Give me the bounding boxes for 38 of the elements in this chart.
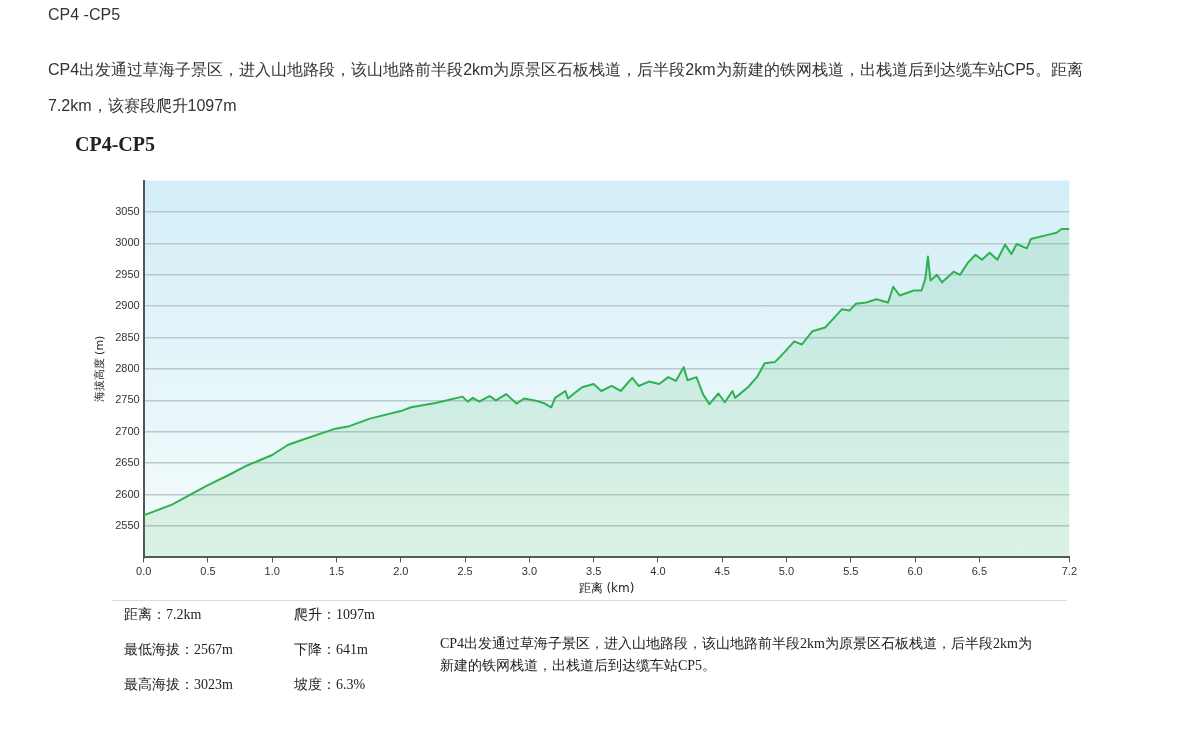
x-tick-label: 1.5 [328, 565, 345, 578]
x-axis-title: 距离 (km) [578, 580, 635, 595]
text: 爬升：1097m [294, 606, 376, 624]
text: CP4出发通过草海子景区，进入山地路段，该山地路前半段2km为原景区石板栈道，后半段2km为新建的铁网栈道，出栈道后到达缆车站CP5。 [440, 635, 1033, 675]
x-tick-label: 7.2 [1061, 565, 1077, 578]
x-tick-label: 6.0 [907, 565, 923, 578]
x-tick-label: 5.0 [778, 565, 795, 578]
y-tick-label: 2900 [115, 299, 140, 312]
x-tick-label: 3.5 [586, 565, 602, 578]
x-tick-label: 0.0 [136, 565, 152, 578]
y-tick-label: 2850 [115, 330, 140, 343]
text: 最高海拔：3023m [124, 676, 234, 694]
x-tick-label: 6.5 [971, 565, 988, 578]
y-tick-label: 2800 [115, 362, 140, 375]
x-tick-label: 2.0 [393, 565, 409, 578]
x-tick-label: 1.0 [264, 565, 280, 578]
y-tick-label: 3000 [115, 236, 140, 249]
y-tick-label: 2650 [115, 456, 140, 469]
text: 下降：641m [294, 641, 369, 659]
x-tick-label: 4.5 [714, 565, 730, 578]
y-tick-label: 2950 [115, 267, 140, 280]
y-axis-title: 海拔高度 (m) [93, 335, 107, 403]
y-tick-label: 2550 [115, 519, 140, 532]
y-tick-label: 2600 [115, 487, 140, 500]
x-tick-label: 0.5 [200, 565, 216, 578]
y-tick-label: 3050 [115, 205, 140, 218]
y-tick-label: 2750 [115, 393, 140, 406]
chart-title: CP4-CP5 [75, 133, 155, 156]
text: CP4出发通过草海子景区，进入山地路段，该山地路前半段2km为原景区石板栈道，后半段2km为新建的铁网栈道，出栈道后到达缆车站CP5。距离7.2km，该赛段爬升1097m [48, 60, 1084, 116]
x-tick-label: 5.5 [843, 565, 859, 578]
text: CP4 -CP5 [48, 6, 121, 24]
x-tick-label: 2.5 [457, 565, 473, 578]
x-tick-label: 3.0 [521, 565, 538, 578]
text: 最低海拔：2567m [124, 641, 234, 659]
x-tick-label: 4.0 [650, 565, 666, 578]
text: 坡度：6.3% [294, 676, 367, 694]
y-tick-label: 2700 [115, 424, 140, 437]
text: 距离：7.2km [124, 606, 203, 624]
